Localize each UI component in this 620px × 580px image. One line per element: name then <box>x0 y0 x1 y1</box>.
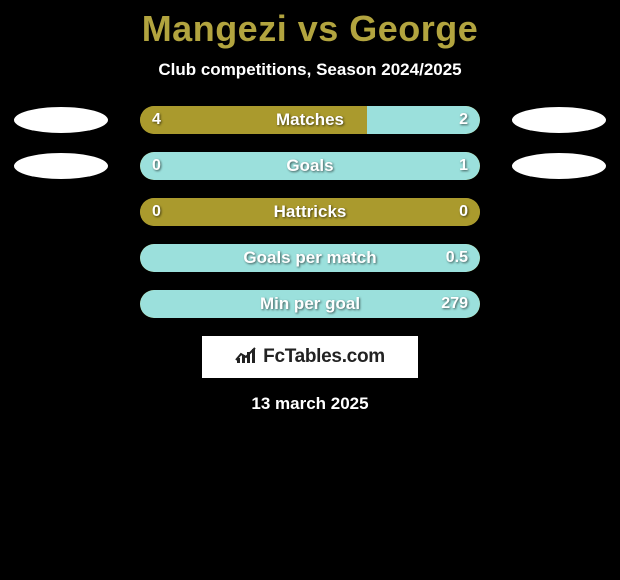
chart-icon <box>235 346 257 369</box>
stats-area: Matches42 Goals01 Hattricks00 Goals per mat… <box>0 106 620 318</box>
stat-bar-track: Hattricks00 <box>140 198 480 226</box>
player-marker-right <box>512 153 606 179</box>
stat-row: Goals per match0.5 <box>0 244 620 272</box>
stat-bar-left-fill <box>140 106 367 134</box>
stat-row: Goals01 <box>0 152 620 180</box>
stat-row: Min per goal279 <box>0 290 620 318</box>
stat-bar-left-fill <box>140 198 480 226</box>
stat-bar-right-fill <box>140 152 480 180</box>
footer-logo-text: FcTables.com <box>263 346 385 368</box>
stat-bar-track: Matches42 <box>140 106 480 134</box>
footer-date: 13 march 2025 <box>0 394 620 414</box>
stat-row: Hattricks00 <box>0 198 620 226</box>
player-marker-left <box>14 153 108 179</box>
stat-bar-right-fill <box>367 106 480 134</box>
player-marker-left <box>14 107 108 133</box>
page-subtitle: Club competitions, Season 2024/2025 <box>0 60 620 80</box>
stat-bar-track: Min per goal279 <box>140 290 480 318</box>
stat-bar-track: Goals per match0.5 <box>140 244 480 272</box>
footer-logo[interactable]: FcTables.com <box>202 336 418 378</box>
stat-bar-track: Goals01 <box>140 152 480 180</box>
page-title: Mangezi vs George <box>0 8 620 50</box>
stat-bar-right-fill <box>140 290 480 318</box>
player-marker-right <box>512 107 606 133</box>
stat-bar-right-fill <box>140 244 480 272</box>
stat-row: Matches42 <box>0 106 620 134</box>
